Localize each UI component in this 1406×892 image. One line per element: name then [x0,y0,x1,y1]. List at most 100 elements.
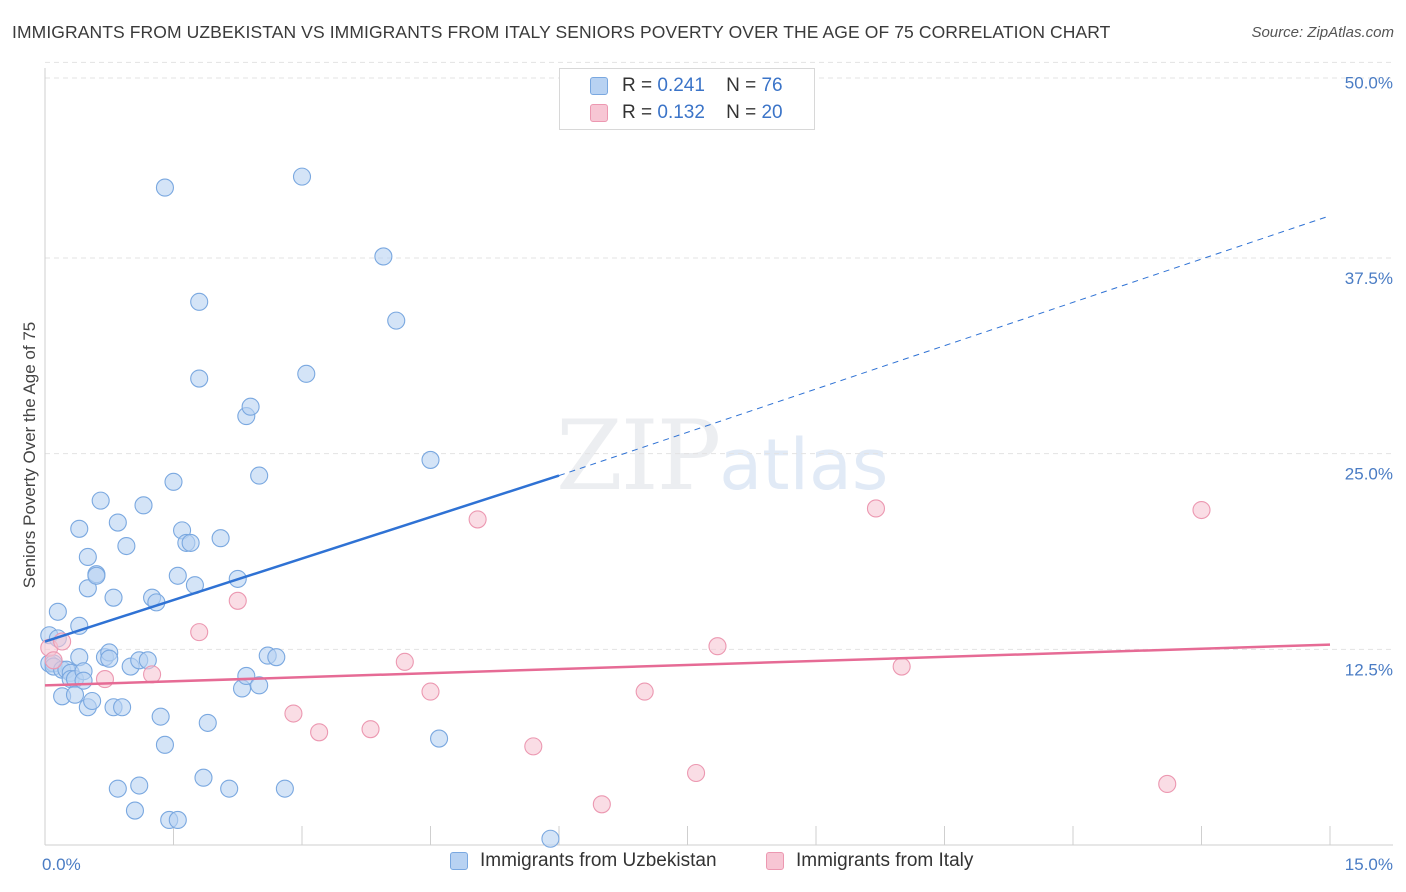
uzbekistan-point [108,779,127,798]
x-tick-label: 0.0% [42,855,81,874]
watermark: ZIPatlas [556,400,888,512]
italy-trend-line [44,643,1331,687]
uzbekistan-point [108,513,127,532]
italy-point [95,670,115,689]
uzbekistan-point [190,369,209,388]
italy-point [228,591,247,610]
italy-point [1192,500,1211,520]
italy-point [892,657,911,676]
uzbekistan-point [113,698,132,717]
chart-title: IMMIGRANTS FROM UZBEKISTAN VS IMMIGRANTS… [12,22,1111,42]
uzbekistan-point [130,776,149,795]
uzbekistan-point [181,533,200,552]
legend-swatch-italy [590,104,608,122]
uzbekistan-point [220,779,239,798]
points-layer [40,167,1211,848]
legend-n-value: 20 [761,102,783,123]
axis-layer [44,68,1393,846]
italy-point [468,510,487,529]
italy-point [310,723,329,742]
italy-point [421,682,440,701]
italy-point [143,665,162,684]
italy-point [44,651,63,670]
legend-n-value: 76 [761,75,783,96]
uzbekistan-point [91,491,110,510]
y-tick-label: 12.5% [1345,660,1393,679]
uzbekistan-point [198,713,217,732]
uzbekistan-point [151,707,170,726]
correlation-legend: R = 0.241 N = 76 R = 0.132 N = 20 [559,68,815,130]
tick-layer: 12.5% 25.0% 37.5% 50.0% 0.0% 15.0% [42,73,1393,874]
uzbekistan-point [275,779,294,798]
series-legend-uzbekistan: Immigrants from Uzbekistan [450,850,717,872]
series-legend: Immigrants from Uzbekistan Immigrants fr… [0,850,1406,880]
uzbekistan-point [134,496,153,515]
y-tick-label: 25.0% [1345,465,1393,484]
legend-r-value: 0.241 [657,75,705,96]
italy-point [395,652,414,671]
italy-point [1158,774,1177,794]
series-legend-label: Immigrants from Italy [796,850,974,871]
uzbekistan-point [387,311,406,330]
uzbekistan-trend-extension [558,215,1331,477]
series-legend-italy: Immigrants from Italy [766,850,973,872]
legend-row-uzbekistan: R = 0.241 N = 76 [622,73,783,99]
trend-layer [44,215,1331,687]
y-tick-label: 50.0% [1345,73,1393,92]
uzbekistan-point [117,536,136,556]
uzbekistan-point [190,292,209,311]
uzbekistan-point [250,466,269,485]
italy-point [687,763,706,783]
uzbekistan-point [194,768,213,787]
uzbekistan-point [250,676,269,695]
uzbekistan-point [241,397,260,416]
x-tick-label: 15.0% [1345,855,1393,874]
uzbekistan-point [83,691,102,711]
uzbekistan-point [168,810,187,830]
legend-r-label: R = [622,75,653,96]
uzbekistan-point [70,519,89,538]
uzbekistan-point [65,685,85,704]
italy-point [284,704,303,723]
italy-point [361,720,380,739]
uzbekistan-point [374,247,393,266]
legend-row-italy: R = 0.132 N = 20 [622,100,783,126]
italy-point [635,682,654,701]
legend-n-label: N = [726,75,757,96]
uzbekistan-trend-line [44,474,560,643]
italy-point [592,795,611,814]
uzbekistan-point [155,178,174,197]
uzbekistan-point [292,167,312,186]
italy-point [708,637,727,656]
uzbekistan-point [74,671,93,690]
uzbekistan-point [48,602,67,621]
uzbekistan-point [267,648,286,667]
uzbekistan-point [100,649,119,668]
y-axis-label: Seniors Poverty Over the Age of 75 [20,322,39,588]
uzbekistan-point [430,729,449,748]
legend-r-value: 0.132 [657,102,705,123]
legend-r-label: R = [622,102,653,123]
uzbekistan-point [104,588,123,607]
uzbekistan-point [211,529,230,548]
italy-point [190,623,209,642]
uzbekistan-point [78,547,97,567]
italy-point [866,499,886,518]
uzbekistan-point [125,801,144,820]
watermark-atlas: atlas [719,424,889,506]
italy-point [524,737,543,756]
uzbekistan-point [421,450,440,469]
series-legend-label: Immigrants from Uzbekistan [480,850,717,871]
watermark-zip: ZIP [556,400,721,512]
uzbekistan-point [541,829,560,848]
uzbekistan-point [155,735,174,754]
legend-n-label: N = [726,102,757,123]
uzbekistan-point [164,472,183,491]
uzbekistan-point [87,566,106,585]
series-swatch-uzbekistan [450,852,468,870]
uzbekistan-point [297,364,316,383]
source-label: Source: ZipAtlas.com [1251,24,1394,41]
y-tick-label: 37.5% [1345,269,1393,288]
legend-swatch-uzbekistan [590,77,608,95]
